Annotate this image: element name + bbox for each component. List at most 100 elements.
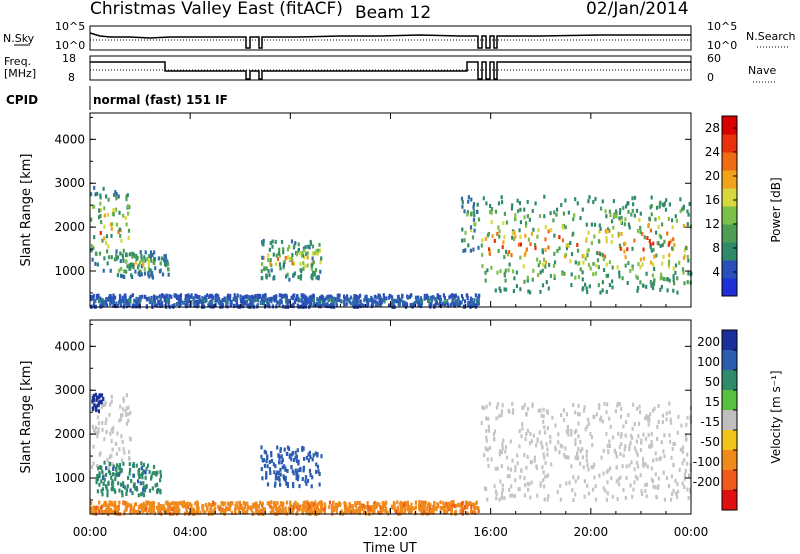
power-cell bbox=[650, 248, 653, 253]
power-cell bbox=[320, 256, 323, 261]
power-cell bbox=[270, 299, 273, 304]
power-cell bbox=[239, 296, 242, 301]
velocity-cell bbox=[144, 475, 147, 480]
power-cell bbox=[280, 293, 283, 298]
velocity-cell bbox=[607, 449, 610, 454]
velocity-cell bbox=[528, 441, 532, 446]
velocity-cell bbox=[527, 487, 530, 492]
power-cell bbox=[99, 208, 103, 213]
power-cell bbox=[303, 297, 306, 302]
power-cell bbox=[107, 197, 110, 202]
velocity-cell bbox=[633, 467, 636, 472]
power-cell bbox=[526, 278, 529, 283]
power-cell bbox=[544, 237, 547, 242]
power-cell bbox=[480, 243, 483, 248]
velocity-cell bbox=[122, 407, 125, 412]
velocity-cell bbox=[546, 409, 549, 414]
power-cell bbox=[428, 303, 431, 308]
power-cell bbox=[119, 303, 122, 307]
velocity-cell bbox=[386, 510, 389, 515]
velocity-cell bbox=[423, 503, 426, 508]
velocity-cell bbox=[592, 465, 595, 469]
velocity-cell bbox=[289, 500, 292, 505]
velocity-cell bbox=[624, 495, 627, 500]
power-cell bbox=[599, 290, 602, 295]
power-cell bbox=[470, 211, 473, 216]
power-cell bbox=[639, 257, 642, 262]
power-cell bbox=[129, 265, 132, 270]
power-cell bbox=[502, 221, 505, 226]
power-cell bbox=[484, 278, 487, 283]
velocity-cell bbox=[493, 436, 496, 441]
power-colorbar-tick-label: 28 bbox=[705, 121, 720, 135]
velocity-cell bbox=[166, 509, 170, 514]
velocity-cell bbox=[305, 503, 308, 508]
power-cell bbox=[618, 243, 622, 248]
x-tick-label: 04:00 bbox=[173, 525, 208, 539]
velocity-cell bbox=[263, 511, 266, 516]
velocity-cell bbox=[485, 416, 488, 421]
power-cell bbox=[164, 254, 167, 258]
velocity-cell bbox=[359, 509, 362, 514]
velocity-cell bbox=[295, 476, 298, 481]
power-cell bbox=[374, 299, 377, 304]
power-cell bbox=[574, 275, 577, 280]
velocity-cell bbox=[542, 419, 545, 424]
power-cell bbox=[639, 230, 642, 235]
velocity-cell bbox=[132, 473, 135, 478]
velocity-cell bbox=[303, 456, 306, 461]
velocity-cell bbox=[395, 510, 398, 514]
power-cell bbox=[497, 225, 500, 230]
velocity-cell bbox=[641, 492, 644, 497]
power-cell bbox=[270, 268, 273, 273]
power-cell bbox=[653, 278, 656, 283]
velocity-cell bbox=[125, 506, 128, 511]
velocity-cell bbox=[361, 507, 364, 512]
power-cell bbox=[309, 303, 312, 308]
velocity-cell bbox=[112, 472, 115, 477]
power-cell bbox=[503, 287, 506, 292]
velocity-cell bbox=[296, 502, 299, 507]
velocity-cell bbox=[525, 465, 528, 470]
power-cell bbox=[629, 268, 632, 273]
power-cell bbox=[282, 250, 285, 255]
power-cell bbox=[582, 260, 585, 265]
power-cell bbox=[586, 290, 589, 295]
power-cell bbox=[528, 217, 531, 222]
power-cell bbox=[672, 237, 675, 242]
velocity-cell bbox=[523, 476, 526, 481]
velocity-cell bbox=[114, 472, 117, 477]
power-cell bbox=[519, 242, 522, 247]
power-cell bbox=[589, 266, 592, 271]
velocity-cell bbox=[615, 465, 618, 470]
velocity-cell bbox=[320, 509, 323, 514]
velocity-cell bbox=[95, 431, 98, 436]
power-cell bbox=[312, 303, 315, 308]
power-cell bbox=[275, 253, 278, 258]
velocity-cell bbox=[608, 416, 611, 421]
power-cell bbox=[560, 203, 563, 207]
velocity-cell bbox=[366, 501, 369, 506]
power-cell bbox=[462, 248, 465, 253]
power-cell bbox=[615, 214, 618, 219]
power-cell bbox=[510, 206, 513, 211]
velocity-cell bbox=[400, 500, 403, 505]
power-cell bbox=[487, 231, 490, 236]
power-cell bbox=[419, 299, 422, 304]
velocity-cell bbox=[291, 506, 294, 511]
velocity-cell bbox=[448, 502, 451, 507]
power-cell bbox=[561, 223, 564, 228]
power-cell bbox=[608, 228, 611, 233]
velocity-cell bbox=[132, 462, 135, 466]
velocity-cell bbox=[546, 473, 549, 478]
power-cell bbox=[355, 294, 358, 299]
velocity-cell bbox=[511, 458, 514, 463]
power-cell bbox=[497, 248, 500, 253]
power-cell bbox=[508, 262, 511, 267]
velocity-cell bbox=[465, 501, 468, 506]
velocity-cell bbox=[323, 503, 326, 508]
velocity-cell bbox=[286, 484, 289, 489]
velocity-cell bbox=[272, 510, 275, 515]
power-cell bbox=[124, 300, 127, 305]
velocity-cell bbox=[279, 502, 283, 507]
